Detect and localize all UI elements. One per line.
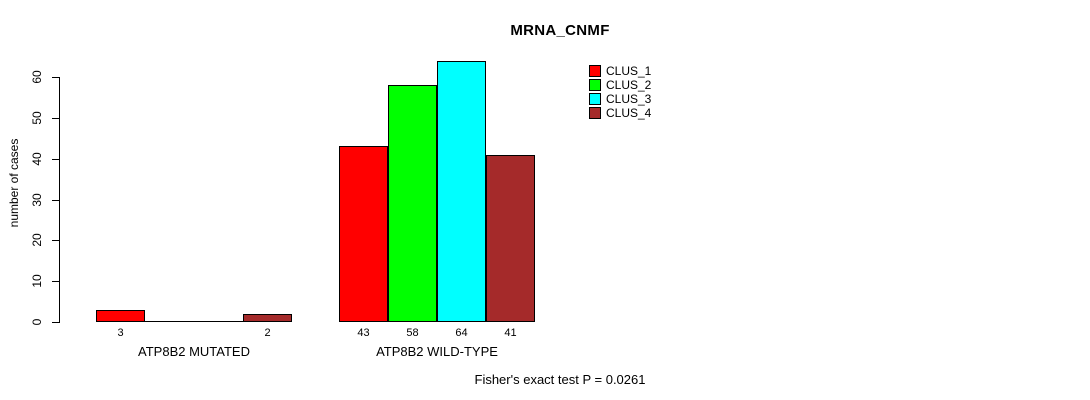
legend-item: CLUS_2 xyxy=(589,79,651,91)
y-axis-label: number of cases xyxy=(7,138,21,228)
y-axis-line xyxy=(59,77,60,323)
legend-item: CLUS_1 xyxy=(589,65,651,77)
bar-value-label: 43 xyxy=(357,327,370,339)
bar-value-label: 2 xyxy=(264,327,271,339)
y-axis-tick-label: 20 xyxy=(30,233,44,247)
y-axis-tick-label: 60 xyxy=(30,70,44,84)
x-axis-group-label: ATP8B2 MUTATED xyxy=(138,344,250,359)
y-axis-tick xyxy=(52,281,59,282)
bar-clus_2-group1 xyxy=(145,321,194,322)
bar-clus_1-group1 xyxy=(96,310,145,322)
y-axis-tick xyxy=(52,240,59,241)
y-axis-tick-label: 40 xyxy=(30,152,44,166)
legend-item: CLUS_3 xyxy=(589,93,651,105)
y-axis-tick xyxy=(52,118,59,119)
bar-value-label: 58 xyxy=(406,327,419,339)
legend-color-swatch xyxy=(589,65,601,77)
y-axis-tick xyxy=(52,322,59,323)
x-axis-group-label: ATP8B2 WILD-TYPE xyxy=(376,344,498,359)
legend-label: CLUS_3 xyxy=(606,92,652,106)
fisher-test-annotation: Fisher's exact test P = 0.0261 xyxy=(474,372,646,387)
bar-clus_3-group1 xyxy=(194,321,243,322)
legend-color-swatch xyxy=(589,79,601,91)
bar-value-label: 41 xyxy=(504,327,517,339)
bar-clus_2-group2 xyxy=(388,85,437,322)
bar-value-label: 64 xyxy=(455,327,468,339)
y-axis-tick xyxy=(52,77,59,78)
y-axis-tick-label: 0 xyxy=(30,318,44,326)
bar-clus_4-group1 xyxy=(243,314,292,322)
legend-label: CLUS_4 xyxy=(606,106,652,120)
legend-label: CLUS_2 xyxy=(606,78,652,92)
bar-clus_1-group2 xyxy=(339,146,388,322)
legend-label: CLUS_1 xyxy=(606,64,652,78)
legend-color-swatch xyxy=(589,107,601,119)
y-axis-tick xyxy=(52,200,59,201)
y-axis-tick-label: 10 xyxy=(30,274,44,288)
y-axis-tick-label: 50 xyxy=(30,111,44,125)
legend-item: CLUS_4 xyxy=(589,107,651,119)
bar-clus_3-group2 xyxy=(437,61,486,322)
bar-clus_4-group2 xyxy=(486,155,535,322)
bar-value-label: 3 xyxy=(117,327,124,339)
legend: CLUS_1 CLUS_2 CLUS_3 CLUS_4 xyxy=(589,65,651,121)
legend-color-swatch xyxy=(589,93,601,105)
y-axis-tick-label: 30 xyxy=(30,193,44,207)
chart-title: MRNA_CNMF xyxy=(510,22,610,39)
y-axis-tick xyxy=(52,159,59,160)
